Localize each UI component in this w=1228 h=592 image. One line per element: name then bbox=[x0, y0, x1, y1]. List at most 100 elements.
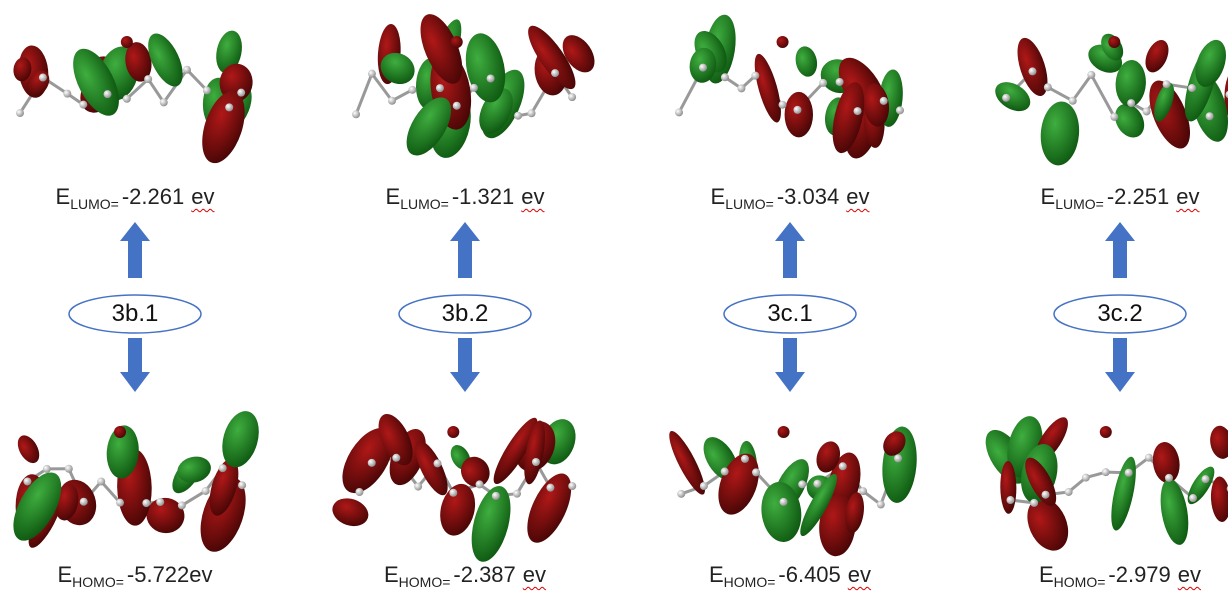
atom bbox=[894, 454, 902, 462]
energy-symbol: E bbox=[709, 562, 724, 587]
atom bbox=[1102, 468, 1110, 476]
homo-energy: EHOMO=-6.405ev bbox=[640, 562, 940, 590]
arrow-down bbox=[450, 338, 480, 392]
energy-value: -2.261 bbox=[122, 184, 184, 209]
atom bbox=[699, 64, 707, 72]
atom bbox=[388, 97, 396, 105]
energy-value: -1.321 bbox=[452, 184, 514, 209]
atom bbox=[677, 490, 685, 498]
atom bbox=[1030, 499, 1038, 507]
atom bbox=[1145, 454, 1153, 462]
energy-value: -2.979 bbox=[1108, 562, 1170, 587]
energy-subscript: LUMO= bbox=[70, 196, 119, 212]
atom bbox=[104, 90, 112, 98]
atom bbox=[798, 480, 806, 488]
atom bbox=[43, 465, 51, 473]
atom bbox=[123, 95, 131, 103]
atom bbox=[779, 101, 787, 109]
atom bbox=[414, 483, 422, 491]
atom bbox=[859, 487, 867, 495]
atom bbox=[1110, 113, 1118, 121]
atom bbox=[793, 106, 801, 114]
atom bbox=[183, 66, 191, 74]
atom bbox=[116, 499, 124, 507]
atom bbox=[777, 36, 789, 48]
atom bbox=[721, 468, 729, 476]
atom bbox=[1006, 496, 1014, 504]
energy-value: -2.387 bbox=[453, 562, 515, 587]
atom bbox=[1127, 99, 1135, 107]
bond bbox=[187, 70, 207, 91]
atom bbox=[447, 426, 459, 438]
compound-label: 3b.1 bbox=[68, 294, 202, 334]
atom bbox=[1069, 97, 1077, 105]
atom bbox=[79, 101, 87, 109]
energy-symbol: E bbox=[1039, 562, 1054, 587]
atom bbox=[436, 84, 444, 92]
atom bbox=[1165, 474, 1173, 482]
atom bbox=[1108, 36, 1120, 48]
energy-symbol: E bbox=[57, 562, 72, 587]
atom bbox=[1002, 94, 1010, 102]
energy-subscript: LUMO= bbox=[1055, 196, 1104, 212]
energy-subscript: HOMO= bbox=[1054, 574, 1106, 590]
atom bbox=[225, 103, 233, 111]
atom bbox=[121, 36, 133, 48]
atom bbox=[219, 464, 227, 472]
atom bbox=[156, 498, 164, 506]
energy-subscript: HOMO= bbox=[399, 574, 451, 590]
bond bbox=[148, 79, 164, 102]
atom bbox=[202, 487, 210, 495]
atom bbox=[675, 108, 683, 116]
energy-symbol: E bbox=[384, 562, 399, 587]
atom bbox=[778, 426, 790, 438]
atom bbox=[470, 84, 478, 92]
atom bbox=[741, 455, 749, 463]
atom bbox=[487, 75, 495, 83]
arrow-up bbox=[775, 222, 805, 278]
atom bbox=[819, 79, 827, 87]
arrow-up bbox=[120, 222, 150, 278]
orbital-lobe bbox=[329, 494, 372, 531]
energy-symbol: E bbox=[56, 184, 71, 209]
atom bbox=[514, 112, 522, 120]
bond bbox=[1073, 75, 1092, 101]
atom bbox=[144, 75, 152, 83]
atom bbox=[780, 498, 788, 506]
atom bbox=[528, 109, 536, 117]
arrow-up bbox=[1105, 222, 1135, 278]
atom bbox=[449, 489, 457, 497]
atom bbox=[408, 86, 416, 94]
orbital-lobe bbox=[1038, 100, 1081, 167]
orbital-lobe bbox=[216, 407, 265, 472]
energy-value: -2.251 bbox=[1107, 184, 1169, 209]
atom bbox=[492, 492, 500, 500]
energy-subscript: HOMO= bbox=[724, 574, 776, 590]
atom bbox=[1163, 80, 1171, 88]
homo-energy: EHOMO=-5.722ev bbox=[0, 562, 285, 590]
atom bbox=[1189, 494, 1197, 502]
atom bbox=[80, 498, 88, 506]
atom bbox=[434, 459, 442, 467]
atom bbox=[352, 110, 360, 118]
energy-unit: ev bbox=[1176, 184, 1199, 209]
energy-value: -3.034 bbox=[777, 184, 839, 209]
atom bbox=[368, 70, 376, 78]
atom bbox=[568, 93, 576, 101]
atom bbox=[1087, 71, 1095, 79]
bond bbox=[1048, 87, 1073, 101]
orbital-lobe bbox=[785, 92, 813, 138]
atom bbox=[1028, 67, 1036, 75]
bond bbox=[356, 74, 372, 115]
atom bbox=[392, 454, 400, 462]
atom bbox=[451, 36, 463, 48]
atom bbox=[546, 484, 554, 492]
atom bbox=[355, 488, 363, 496]
orbital-lobe bbox=[1156, 477, 1193, 547]
atom bbox=[63, 90, 71, 98]
energy-value: -6.405 bbox=[778, 562, 840, 587]
atom bbox=[836, 78, 844, 86]
atom bbox=[1202, 475, 1210, 483]
